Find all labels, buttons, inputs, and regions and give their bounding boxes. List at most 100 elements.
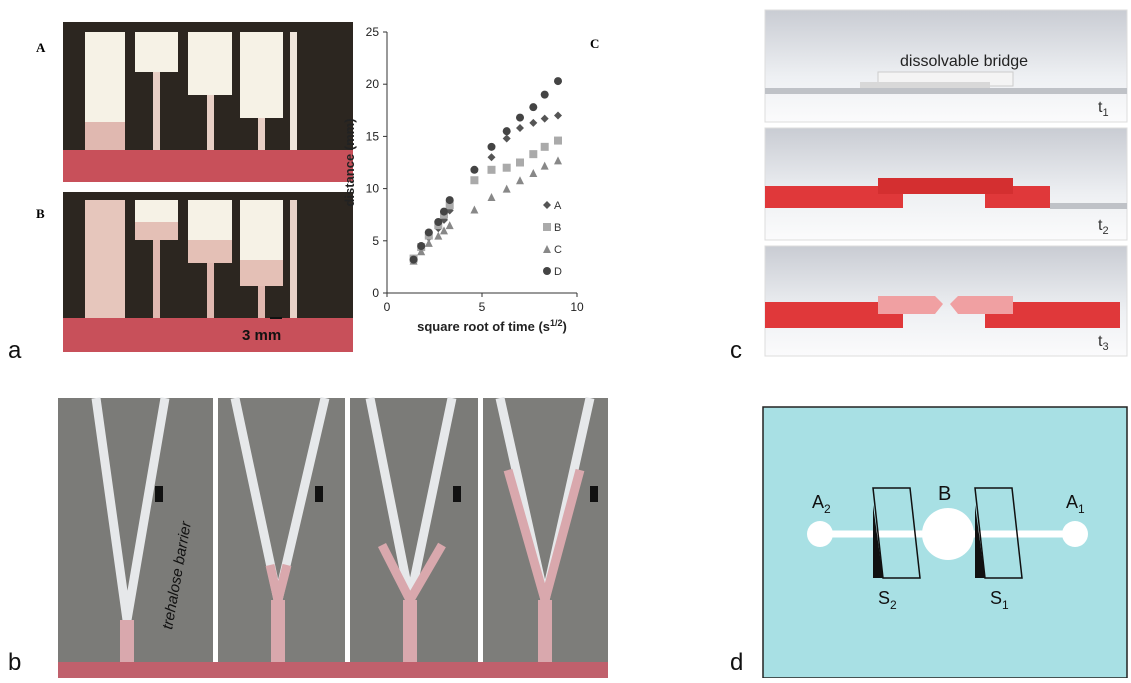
point	[470, 176, 479, 185]
point	[487, 142, 496, 151]
photo-a-bottom	[63, 192, 353, 352]
time-base: t	[1098, 99, 1103, 116]
time-base: t	[1098, 217, 1103, 234]
point	[424, 238, 433, 247]
panel-label: c	[730, 337, 742, 364]
point	[529, 150, 538, 159]
diagram-d	[762, 406, 1128, 679]
node-base: A	[812, 492, 824, 512]
x-tick-label: 0	[384, 300, 391, 314]
point	[502, 134, 511, 143]
point	[529, 168, 538, 177]
switch-label: S2	[878, 588, 897, 612]
point	[502, 163, 511, 172]
switch-sub: 2	[890, 598, 897, 612]
x-axis-label-part: )	[563, 319, 567, 334]
legend-marker	[543, 201, 551, 209]
render-t1	[764, 9, 1128, 123]
switch-base: S	[878, 588, 890, 608]
point	[554, 156, 562, 165]
time-label: t1	[1098, 99, 1109, 119]
node-label: A2	[812, 492, 831, 516]
node-label: A1	[1066, 492, 1085, 516]
node-sub: 2	[824, 502, 831, 516]
point	[529, 118, 538, 127]
point	[502, 184, 511, 193]
time-label: t3	[1098, 333, 1109, 353]
photo-label: A	[36, 40, 46, 55]
photo-label: B	[36, 206, 45, 221]
point	[434, 231, 443, 240]
legend-label: D	[554, 266, 562, 278]
photo-series-b	[58, 396, 608, 678]
switch-base: S	[990, 588, 1002, 608]
legend-label: A	[554, 200, 562, 212]
scale-bar-label: 3 mm	[242, 327, 281, 344]
point	[516, 113, 524, 122]
y-tick-label: 15	[366, 129, 380, 143]
point	[487, 153, 496, 162]
render-t2	[764, 127, 1128, 241]
x-axis-label-part: square root of time (s	[417, 319, 550, 334]
point	[554, 77, 562, 86]
point	[445, 196, 454, 205]
point	[554, 136, 562, 145]
x-tick-label: 10	[570, 300, 584, 314]
point	[540, 161, 549, 170]
node-base: A	[1066, 492, 1078, 512]
node-label: B	[938, 483, 951, 505]
point	[440, 207, 448, 216]
legend-label: B	[554, 222, 561, 234]
point	[540, 114, 549, 123]
point	[502, 127, 511, 136]
legend-marker	[543, 223, 551, 231]
time-base: t	[1098, 333, 1103, 350]
point	[470, 165, 479, 174]
point	[487, 165, 496, 174]
point	[417, 247, 426, 256]
node-sub: 1	[1078, 502, 1085, 516]
bridge-label: dissolvable bridge	[900, 53, 1028, 70]
render-t3	[764, 245, 1128, 357]
time-sub: 1	[1102, 107, 1108, 119]
time-sub: 2	[1102, 225, 1108, 237]
point	[445, 221, 454, 230]
y-tick-label: 10	[366, 182, 380, 196]
point	[516, 124, 524, 133]
time-label: t2	[1098, 217, 1109, 237]
point	[424, 228, 433, 237]
switch-sub: 1	[1002, 598, 1009, 612]
legend-marker	[543, 245, 551, 253]
panel-label: d	[730, 649, 743, 676]
legend-marker	[543, 267, 551, 275]
point	[529, 103, 538, 112]
point	[487, 192, 496, 201]
y-tick-label: 5	[372, 234, 379, 248]
point	[445, 201, 454, 210]
point	[554, 111, 562, 120]
point	[417, 242, 426, 251]
photo-a-top	[63, 22, 353, 182]
chart: 0 5 10 15 20 25 0 5 10 distance (mm) square root o…	[342, 25, 599, 334]
point	[470, 205, 479, 214]
panel-label: b	[8, 649, 21, 676]
point	[440, 226, 448, 235]
point	[540, 90, 549, 99]
x-axis-label: square root of time (s1/2)	[417, 318, 567, 334]
switch-label: S1	[990, 588, 1009, 612]
point	[434, 218, 443, 227]
y-tick-label: 20	[366, 77, 380, 91]
point	[540, 142, 549, 151]
y-tick-label: 25	[366, 25, 380, 39]
panel-label: a	[8, 337, 22, 364]
x-tick-label: 5	[479, 300, 486, 314]
y-axis-label: distance (mm)	[342, 118, 357, 206]
corner-label: C	[590, 36, 599, 51]
point	[516, 176, 524, 185]
point	[409, 255, 418, 264]
legend-label: C	[554, 244, 562, 256]
y-tick-label: 0	[372, 286, 379, 300]
x-axis-label-part: 1/2	[550, 318, 563, 328]
time-sub: 3	[1102, 341, 1108, 353]
